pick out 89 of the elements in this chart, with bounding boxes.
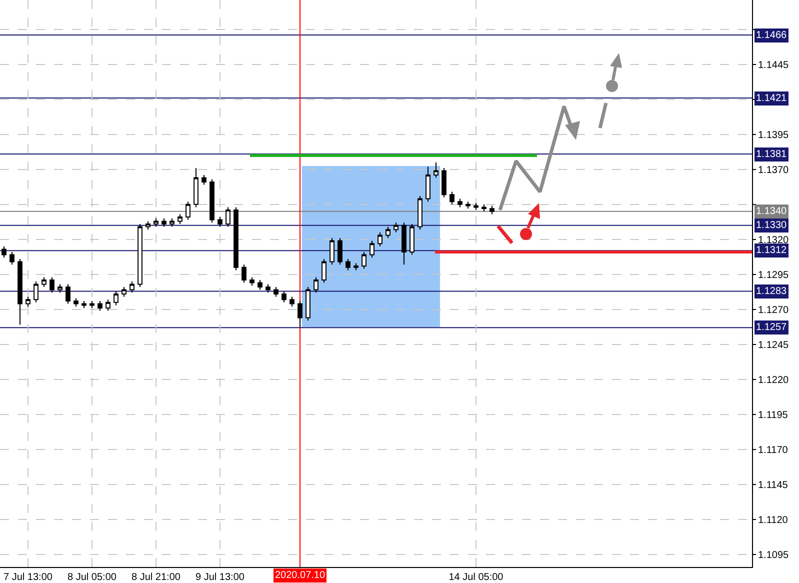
candlestick [26, 296, 30, 308]
candlestick [490, 205, 494, 215]
y-tick-label: 1.1120 [758, 514, 788, 526]
candlestick [314, 276, 318, 294]
candlestick [306, 286, 310, 322]
x-tick-label: 8 Jul 05:00 [68, 572, 117, 583]
candlestick [394, 222, 398, 233]
candlestick [138, 224, 142, 288]
candlestick [170, 218, 174, 228]
candlestick [34, 280, 38, 303]
ref-line-label: 1.1421 [756, 93, 788, 104]
candlestick [410, 224, 414, 256]
y-tick-label: 1.1395 [758, 130, 790, 141]
y-tick-label: 1.1445 [758, 60, 790, 71]
candlestick [250, 276, 254, 286]
candlestick [402, 222, 406, 266]
x-tick-label: 14 Jul 05:00 [448, 572, 504, 583]
ref-line-label: 1.1257 [756, 322, 788, 333]
candlestick [450, 191, 454, 205]
candlestick [42, 276, 46, 288]
candlestick [426, 166, 430, 202]
y-tick-label: 1.1170 [758, 444, 788, 456]
candlestick [330, 238, 334, 266]
candlestick [482, 204, 486, 212]
candlestick [234, 206, 238, 271]
y-tick-label: 1.1195 [758, 410, 788, 421]
y-tick-label: 1.1270 [758, 304, 790, 316]
candlestick [242, 264, 246, 284]
candlestick [362, 252, 366, 270]
candlestick [218, 216, 222, 228]
candlestick [114, 290, 118, 306]
candlestick [202, 174, 206, 186]
candlestick [378, 232, 382, 247]
candlestick [98, 300, 102, 312]
candlestick [90, 300, 94, 308]
candlestick [258, 280, 262, 290]
candlestick [354, 262, 358, 271]
candlestick [82, 300, 86, 308]
y-tick-label: 1.1295 [758, 270, 790, 281]
candlestick [210, 178, 214, 224]
x-tick-label: 9 Jul 13:00 [196, 572, 245, 583]
candlestick [74, 298, 78, 308]
x-tick-label: 7 Jul 13:00 [4, 572, 53, 583]
candlestick [418, 196, 422, 230]
candlestick [178, 214, 182, 224]
candlestick [186, 201, 190, 220]
y-tick-label: 1.1370 [758, 164, 790, 176]
candlestick [322, 258, 326, 284]
candlestick [442, 168, 446, 198]
candlestick [282, 290, 286, 303]
candlestick [226, 206, 230, 228]
candlestick [466, 201, 470, 210]
candlestick [162, 218, 166, 228]
x-tick-label: 8 Jul 21:00 [132, 572, 181, 583]
candlestick [10, 252, 14, 266]
candlestick [106, 299, 110, 312]
ref-line-label: 1.1381 [756, 149, 788, 160]
y-tick-label: 1.1145 [758, 480, 788, 491]
candlestick [434, 162, 438, 178]
x-tick-label: 2020.07.10 [275, 570, 326, 581]
candlestick [122, 286, 126, 298]
candlestick [290, 296, 294, 308]
candlestick [346, 258, 350, 271]
candlestick [130, 280, 134, 294]
candlestick [274, 286, 278, 298]
candlestick [386, 226, 390, 238]
ref-line-label: 1.1466 [756, 30, 788, 41]
candlestick [458, 198, 462, 208]
candlestick [298, 300, 302, 328]
candlestick [2, 246, 6, 258]
ref-line-label: 1.1330 [756, 220, 788, 231]
candlestick [370, 240, 374, 258]
y-tick-label: 1.1220 [758, 374, 790, 386]
y-tick-label: 1.1245 [758, 340, 790, 351]
candlestick [66, 284, 70, 304]
candlestick [338, 238, 342, 266]
candlestick [154, 218, 158, 228]
ref-line-label: 1.1312 [756, 245, 788, 256]
ref-line-label: 1.1340 [756, 206, 788, 217]
ref-line-label: 1.1283 [756, 286, 788, 297]
candlestick [58, 284, 62, 294]
candlestick [146, 220, 150, 230]
candlestick [50, 276, 54, 294]
candlestick [474, 202, 478, 210]
candlestick [18, 258, 22, 326]
y-tick-label: 1.1320 [758, 234, 790, 246]
candlestick [266, 284, 270, 294]
candlestick [194, 168, 198, 208]
y-tick-label: 1.1095 [758, 550, 790, 561]
